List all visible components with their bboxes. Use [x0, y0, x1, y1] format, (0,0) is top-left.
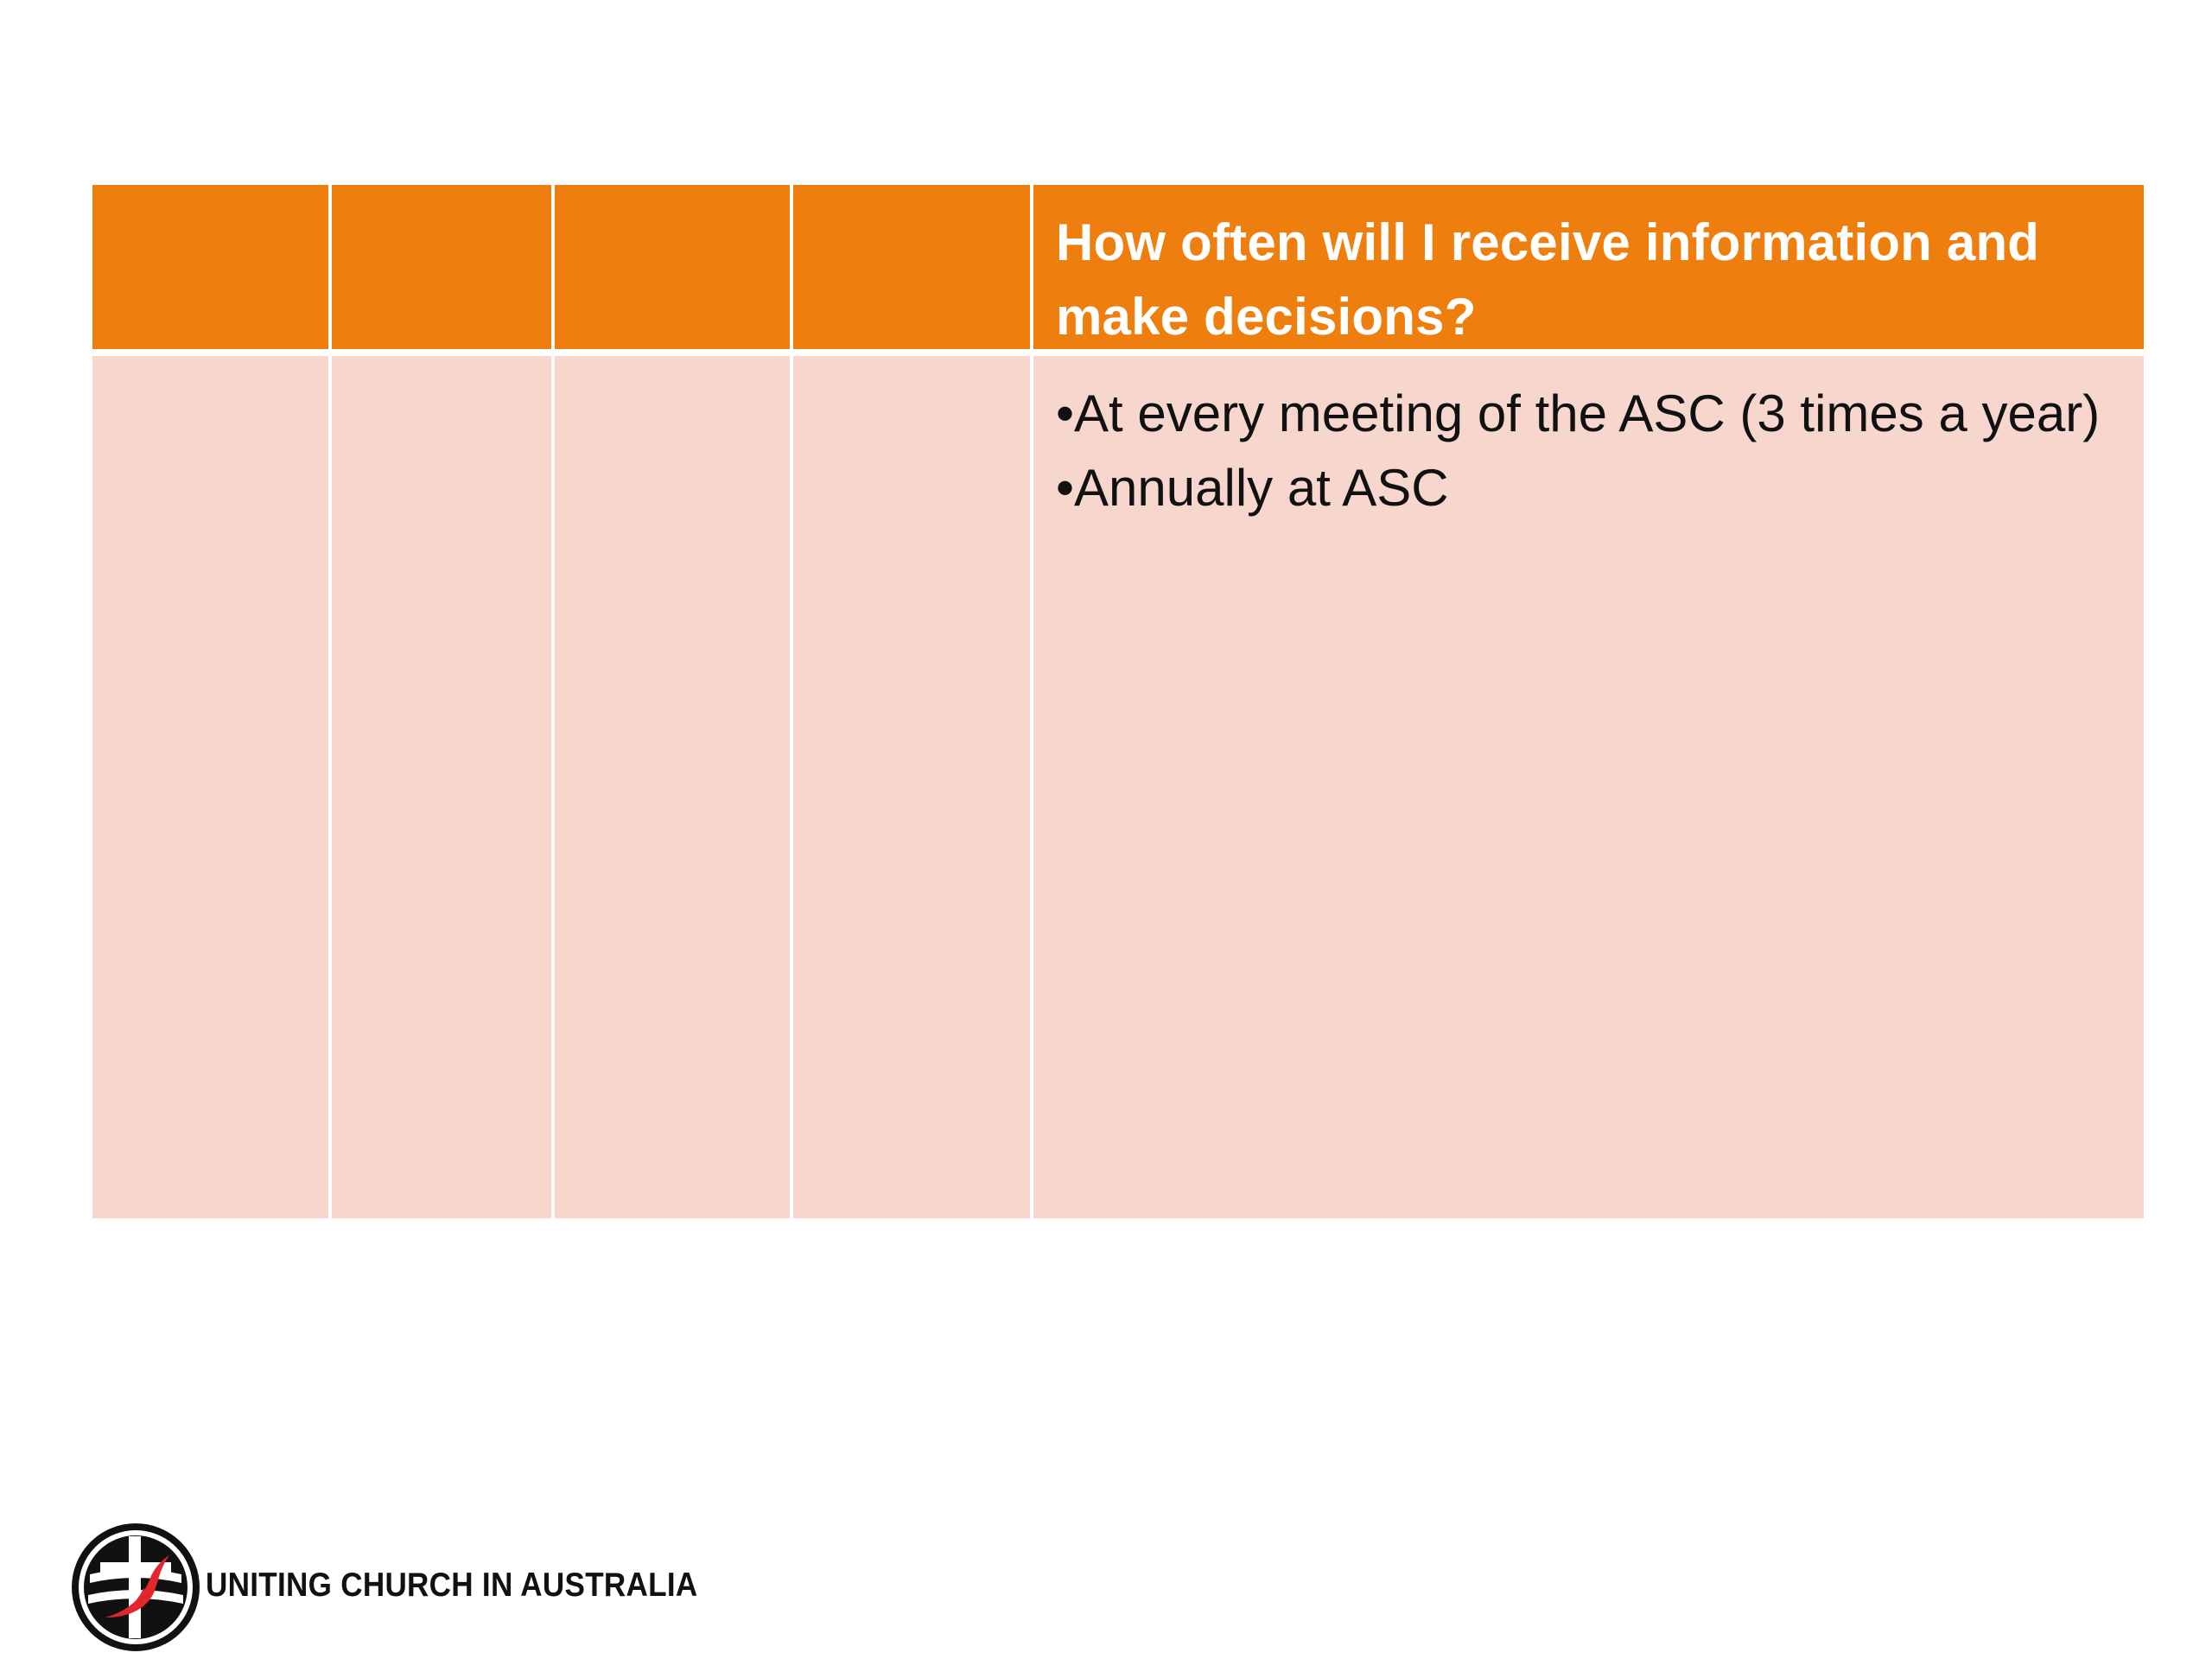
info-table: How often will I receive information and… [92, 185, 2144, 1218]
body-cell-4 [793, 356, 1033, 1218]
body-cell-3 [555, 356, 793, 1218]
body-cell-1 [92, 356, 332, 1218]
body-cell-5: •At every meeting of the ASC (3 times a … [1033, 356, 2144, 1218]
church-logo: UNITING CHURCH IN AUSTRALIA [71, 1522, 779, 1652]
header-cell-3 [555, 185, 793, 356]
list-item-text: At every meeting of the ASC (3 times a y… [1074, 385, 2101, 442]
list-item-text: Annually at ASC [1074, 459, 1449, 517]
header-cell-1 [92, 185, 332, 356]
header-cell-2 [332, 185, 555, 356]
frequency-list: •At every meeting of the ASC (3 times a … [1033, 356, 2144, 525]
logo-text: UNITING CHURCH IN AUSTRALIA [206, 1567, 698, 1604]
header-cell-4 [793, 185, 1033, 356]
header-cell-5: How often will I receive information and… [1033, 185, 2144, 356]
header-title: How often will I receive information and… [1056, 213, 2040, 346]
list-item: •At every meeting of the ASC (3 times a … [1056, 377, 2126, 451]
bullet-glyph: • [1056, 459, 1075, 517]
bullet-glyph: • [1056, 385, 1075, 442]
list-item: •Annually at ASC [1056, 451, 2126, 525]
body-cell-2 [332, 356, 555, 1218]
uniting-church-logo-icon [72, 1523, 200, 1651]
